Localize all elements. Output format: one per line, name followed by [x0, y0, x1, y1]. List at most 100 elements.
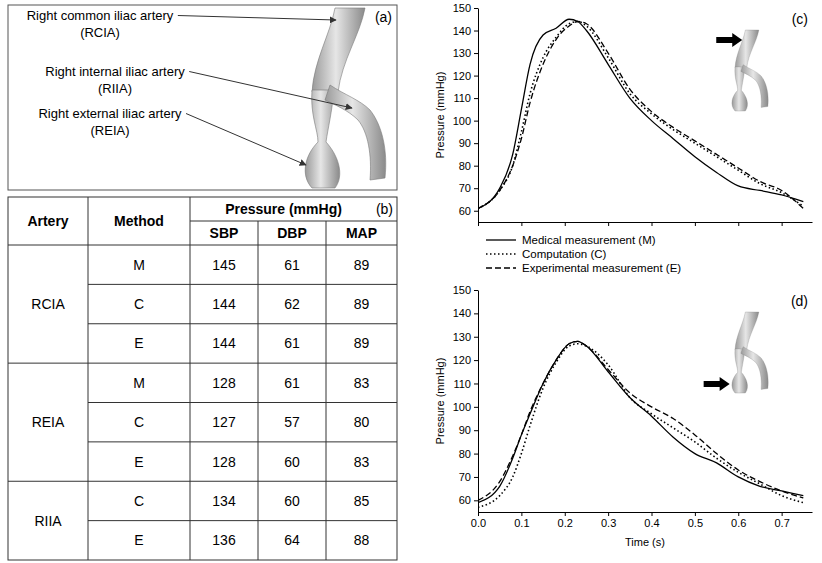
tick-label: 0.3: [601, 517, 616, 529]
axis-line-y: [478, 9, 479, 223]
tick-mark: [478, 512, 479, 516]
table-cell: 128: [212, 454, 236, 470]
tick-mark: [695, 512, 696, 516]
legend-label: Computation (C): [522, 248, 607, 260]
tick-label: 0.5: [688, 517, 703, 529]
artery-drawing: [305, 8, 386, 188]
tick-mark: [474, 98, 478, 99]
leader-line: [189, 72, 352, 109]
tick-mark: [565, 512, 566, 516]
series-line: [478, 22, 803, 209]
table-rule: [190, 197, 191, 560]
axis-title: Time (s): [625, 536, 665, 548]
tick: [521, 222, 522, 226]
figure: (a)Right common iliac artery(RCIA)Right …: [0, 0, 822, 563]
table-cell: 62: [284, 296, 300, 312]
tick-label: 60: [459, 205, 471, 217]
tick-label: 120: [453, 354, 471, 366]
tick: 0.7: [774, 512, 789, 529]
tick: 100: [453, 115, 478, 127]
artery-label: Right common iliac artery: [27, 8, 174, 23]
table-cell: M: [133, 257, 145, 273]
tick-mark: [474, 166, 478, 167]
tick-label: 0.4: [644, 517, 659, 529]
table-cell: M: [133, 375, 145, 391]
table-cell: 60: [284, 454, 300, 470]
panel-a-frame: [8, 5, 397, 190]
table-cell: C: [134, 493, 144, 509]
legend-label: Medical measurement (M): [522, 234, 656, 246]
tick-mark: [782, 222, 783, 226]
table-cell: 127: [212, 414, 236, 430]
chart-panel: 60708090100110120130140150(c)Pressure (m…: [434, 2, 813, 274]
panel-a: (a)Right common iliac artery(RCIA)Right …: [8, 5, 397, 190]
tick: 150: [453, 284, 478, 296]
table-rule: [8, 245, 397, 246]
inset-arrow: [704, 377, 730, 391]
tick: 90: [459, 424, 478, 436]
column-head: SBP: [210, 225, 239, 241]
tick-mark: [474, 360, 478, 361]
table-rule: [88, 197, 89, 560]
tick-label: 0.2: [558, 517, 573, 529]
panel-letter: (d): [791, 293, 808, 309]
table-cell: 60: [284, 493, 300, 509]
table-frame: [8, 197, 397, 560]
tick: 80: [459, 160, 478, 172]
vessel: [735, 312, 759, 350]
tick-mark: [474, 477, 478, 478]
axis-title: Pressure (mmHg): [434, 358, 446, 445]
table-cell: 61: [284, 335, 300, 351]
tick-mark: [695, 222, 696, 226]
tick-label: 0.6: [731, 517, 746, 529]
table-cell: 136: [212, 532, 236, 548]
tick-mark: [478, 222, 479, 226]
tick: 120: [453, 70, 478, 82]
tick-mark: [474, 188, 478, 189]
legend-label: Experimental measurement (E): [522, 262, 681, 274]
tick-label: 80: [459, 448, 471, 460]
series-line: [478, 22, 803, 209]
plot-lines: [478, 19, 803, 208]
table-cell: 89: [354, 296, 370, 312]
tick-label: 150: [453, 2, 471, 14]
axis-y: 60708090100110120130140150: [453, 284, 479, 512]
table-cell: E: [134, 454, 143, 470]
table-cell: REIA: [32, 414, 65, 430]
artery-label: Right internal iliac artery: [45, 64, 185, 79]
table-rule: [88, 402, 397, 403]
table-cell: E: [134, 532, 143, 548]
tick-label: 0.0: [471, 517, 486, 529]
legend-swatch: [486, 253, 516, 255]
tick: [782, 222, 783, 226]
tick-label: 150: [453, 284, 471, 296]
table-cell: 64: [284, 532, 300, 548]
leader-line: [186, 114, 306, 166]
legend: Medical measurement (M) Computation (C) Ex…: [486, 234, 681, 274]
table-cell: 61: [284, 375, 300, 391]
table-cell: 145: [212, 257, 236, 273]
table-rule: [88, 284, 397, 285]
axis-x: [479, 222, 813, 226]
tick-mark: [474, 121, 478, 122]
table-cell: 134: [212, 493, 236, 509]
vessel: [735, 30, 759, 68]
tick-mark: [474, 407, 478, 408]
tick-mark: [738, 512, 739, 516]
tick-mark: [608, 512, 609, 516]
tick-label: 100: [453, 115, 471, 127]
artery-label: (RCIA): [80, 25, 120, 40]
tick: 130: [453, 331, 478, 343]
tick-mark: [521, 222, 522, 226]
tick-label: 0.1: [514, 517, 529, 529]
table-rule: [258, 221, 259, 560]
tick-label: 80: [459, 160, 471, 172]
tick: 100: [453, 401, 478, 413]
series-line: [478, 341, 803, 502]
panel-b-table: ArteryMethodPressure (mmHg)SBPDBPMAP(b)M…: [8, 197, 397, 560]
table-cell: 85: [354, 493, 370, 509]
axis-line-x: [479, 512, 813, 513]
table-cell: 144: [212, 296, 236, 312]
table-cell: C: [134, 414, 144, 430]
inset-arrow: [716, 33, 742, 47]
